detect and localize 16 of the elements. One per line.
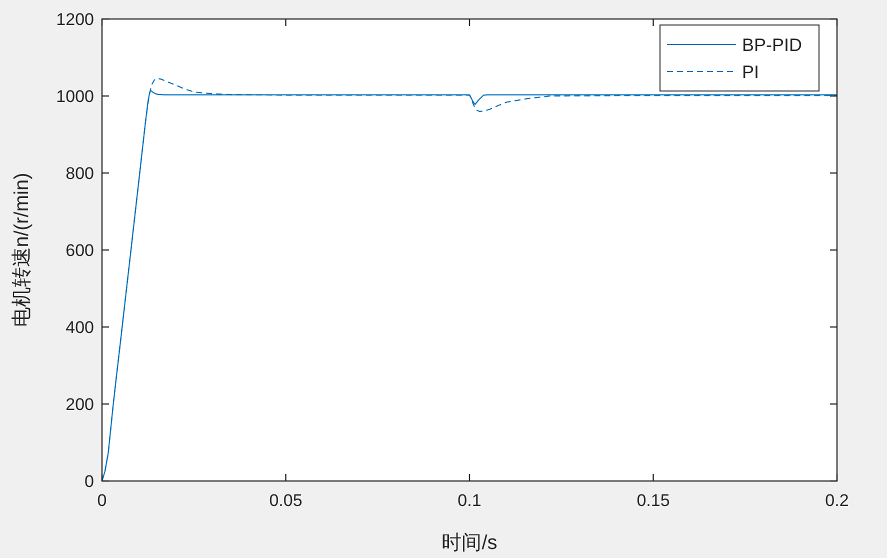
- y-axis-title: 电机转速n/(r/min): [11, 172, 33, 328]
- y-tick-label: 200: [66, 395, 94, 414]
- y-tick-label: 800: [66, 164, 94, 183]
- y-tick-label: 0: [84, 472, 94, 491]
- legend-label: BP-PID: [742, 35, 802, 55]
- x-tick-label: 0.1: [458, 491, 482, 510]
- legend-label: PI: [742, 62, 760, 82]
- x-tick-label: 0.15: [636, 491, 670, 510]
- x-tick-label: 0: [97, 491, 107, 510]
- x-tick-label: 0.05: [269, 491, 302, 510]
- y-tick-label: 600: [66, 241, 94, 260]
- y-tick-label: 1000: [56, 87, 94, 106]
- x-axis-title: 时间/s: [442, 532, 498, 554]
- x-tick-label: 0.2: [825, 491, 849, 510]
- y-tick-label: 400: [66, 318, 94, 337]
- y-tick-label: 1200: [56, 10, 94, 29]
